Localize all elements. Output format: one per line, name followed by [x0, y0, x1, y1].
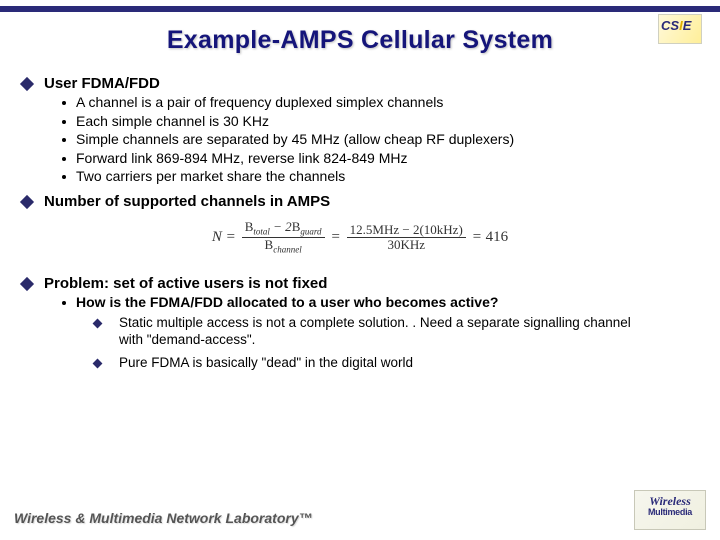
dot-icon: [62, 157, 66, 161]
diamond-small-icon: [93, 319, 103, 329]
list-item: A channel is a pair of frequency duplexe…: [62, 94, 698, 112]
formula-var-n: N =: [212, 229, 236, 246]
heading-problem: Problem: set of active users is not fixe…: [44, 275, 327, 292]
bullet-text-bold: How is the FDMA/FDD allocated to a user …: [76, 294, 498, 312]
list-item: How is the FDMA/FDD allocated to a user …: [62, 294, 698, 312]
fraction-2: 12.5MHz − 2(10kHz) 30KHz: [347, 223, 466, 251]
slide-title: Example-AMPS Cellular System: [0, 26, 720, 55]
bullet-text: Simple channels are separated by 45 MHz …: [76, 131, 514, 149]
top-divider-bar: [0, 6, 720, 12]
lvl2-list: A channel is a pair of frequency duplexe…: [62, 94, 698, 186]
subbullet-text: Static multiple access is not a complete…: [119, 315, 639, 349]
diamond-small-icon: [93, 358, 103, 368]
list-item: Two carriers per market share the channe…: [62, 168, 698, 186]
bullet-text: Forward link 869-894 MHz, reverse link 8…: [76, 150, 407, 168]
list-item: Each simple channel is 30 KHz: [62, 113, 698, 131]
heading-user-fdma: User FDMA/FDD: [44, 75, 160, 92]
diamond-icon: [20, 77, 34, 91]
bullet-lvl1: User FDMA/FDD: [22, 75, 698, 92]
list-item: Static multiple access is not a complete…: [94, 315, 698, 349]
dot-icon: [62, 301, 66, 305]
logo-line2: Multimedia: [637, 508, 703, 518]
list-item: Simple channels are separated by 45 MHz …: [62, 131, 698, 149]
diamond-icon: [20, 276, 34, 290]
subbullet-text: Pure FDMA is basically "dead" in the dig…: [119, 355, 413, 372]
bullet-text: Two carriers per market share the channe…: [76, 168, 345, 186]
dot-icon: [62, 175, 66, 179]
lvl3-list: Static multiple access is not a complete…: [94, 315, 698, 372]
list-item: Pure FDMA is basically "dead" in the dig…: [94, 355, 698, 372]
heading-channels: Number of supported channels in AMPS: [44, 193, 330, 210]
formula-result: 416: [486, 229, 509, 245]
dot-icon: [62, 120, 66, 124]
slide-content: User FDMA/FDD A channel is a pair of fre…: [22, 75, 698, 378]
diamond-icon: [20, 194, 34, 208]
bullet-text: Each simple channel is 30 KHz: [76, 113, 269, 131]
logo-wireless-multimedia: Wireless Multimedia: [634, 490, 706, 530]
formula-block: N = Btotal − 2Bguard Bchannel = 12.5MHz …: [22, 220, 698, 255]
dot-icon: [62, 138, 66, 142]
bullet-text: A channel is a pair of frequency duplexe…: [76, 94, 443, 112]
bullet-lvl1: Number of supported channels in AMPS: [22, 193, 698, 210]
bullet-lvl1: Problem: set of active users is not fixe…: [22, 275, 698, 292]
list-item: Forward link 869-894 MHz, reverse link 8…: [62, 150, 698, 168]
lvl2-list: How is the FDMA/FDD allocated to a user …: [62, 294, 698, 312]
footer-label: Wireless & Multimedia Network Laboratory…: [14, 510, 313, 526]
fraction-1: Btotal − 2Bguard Bchannel: [242, 220, 325, 255]
formula: N = Btotal − 2Bguard Bchannel = 12.5MHz …: [212, 220, 508, 255]
dot-icon: [62, 101, 66, 105]
